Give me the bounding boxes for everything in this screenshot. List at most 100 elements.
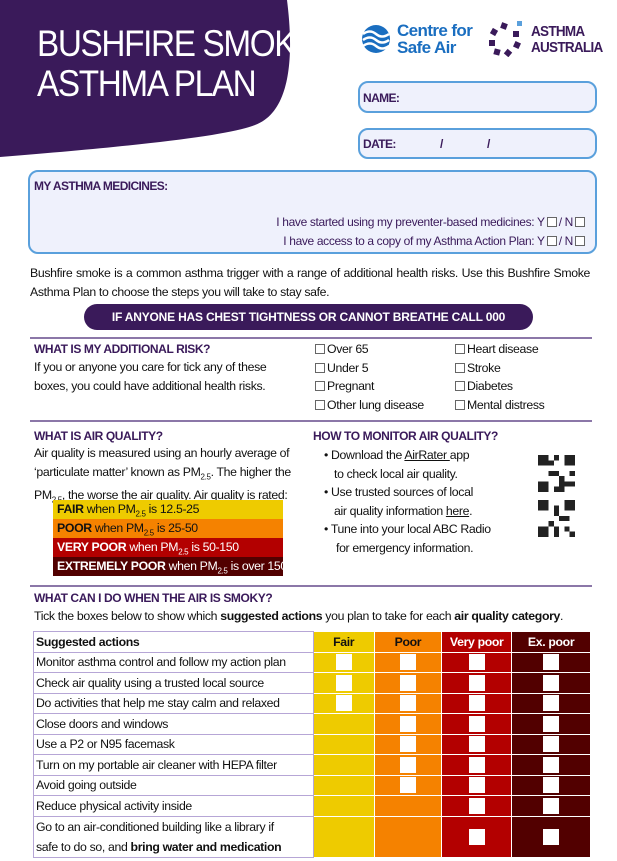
action-checkbox[interactable] xyxy=(399,695,416,712)
bullet-text: to check local air quality. xyxy=(334,466,458,481)
category-cell xyxy=(313,734,375,755)
asthma-australia-logo-icon xyxy=(489,21,522,57)
divider xyxy=(30,585,592,587)
action-checkbox[interactable] xyxy=(543,695,560,712)
monitor-list: • Download the AirRater app to check loc… xyxy=(324,446,491,557)
divider xyxy=(30,420,592,422)
emergency-banner: IF ANYONE HAS CHEST TIGHTNESS OR CANNOT … xyxy=(84,304,533,350)
action-label: Turn on my portable air cleaner with HEP… xyxy=(33,754,314,776)
risk-item[interactable]: Mental distress xyxy=(455,398,545,417)
category-cell xyxy=(511,734,591,755)
band-extremely-poor: EXTREMELY POOR when PM2.5 is over 150 xyxy=(53,557,287,576)
risk-item[interactable]: Heart disease xyxy=(455,342,544,361)
action-checkbox[interactable] xyxy=(543,715,560,732)
category-cell xyxy=(374,713,443,735)
name-field[interactable]: NAME: xyxy=(358,81,597,113)
asthma-australia-logo-text: ASTHMA AUSTRALIA xyxy=(531,23,603,56)
action-checkbox[interactable] xyxy=(543,756,560,773)
category-cell xyxy=(511,693,591,714)
category-cell xyxy=(313,713,375,735)
action-checkbox[interactable] xyxy=(335,654,352,671)
action-checkbox[interactable] xyxy=(335,674,352,691)
qr-code-icon[interactable] xyxy=(538,455,575,492)
name-label: NAME: xyxy=(363,91,400,105)
table-row: Turn on my portable air cleaner with HEP… xyxy=(33,754,591,776)
divider xyxy=(30,337,592,339)
header-actions: Suggested actions xyxy=(33,631,314,653)
action-checkbox[interactable] xyxy=(468,797,485,814)
action-checkbox[interactable] xyxy=(468,695,485,712)
category-cell xyxy=(441,816,513,858)
risk-item[interactable]: Stroke xyxy=(455,361,544,380)
action-checkbox[interactable] xyxy=(399,674,416,691)
action-checkbox[interactable] xyxy=(468,736,485,753)
qr-code-icon[interactable] xyxy=(538,500,575,537)
table-row: Do activities that help me stay calm and… xyxy=(33,692,591,714)
airrater-link[interactable]: AirRater xyxy=(404,448,450,462)
action-checkbox[interactable] xyxy=(399,654,416,671)
category-cell xyxy=(441,795,513,817)
air-quality-text: Air quality is measured using an hourly … xyxy=(34,446,291,505)
action-plan-yes-checkbox[interactable] xyxy=(546,236,557,246)
action-checkbox[interactable] xyxy=(543,736,560,753)
risk-column-1: Over 65 Under 5 Pregnant Other lung dise… xyxy=(315,342,424,416)
action-checkbox[interactable] xyxy=(543,654,560,671)
category-cell xyxy=(441,775,513,796)
risk-item[interactable]: Other lung disease xyxy=(315,398,424,417)
action-checkbox[interactable] xyxy=(399,756,416,773)
action-label: Go to an air-conditioned building like a… xyxy=(33,815,314,858)
action-label: Avoid going outside xyxy=(33,774,314,796)
centre-for-safe-air-logo-icon xyxy=(362,25,390,53)
category-cell xyxy=(374,734,443,755)
category-cell xyxy=(511,754,591,776)
category-cell xyxy=(313,672,375,694)
category-cell xyxy=(313,652,375,673)
table-row: Avoid going outside xyxy=(33,774,591,796)
risk-item[interactable]: Under 5 xyxy=(315,361,424,380)
action-checkbox[interactable] xyxy=(543,674,560,691)
category-cell xyxy=(374,672,443,694)
category-cell xyxy=(374,652,443,673)
category-cell xyxy=(313,754,375,776)
air-quality-heading: WHAT IS AIR QUALITY? xyxy=(34,429,163,443)
action-checkbox[interactable] xyxy=(468,777,485,794)
action-checkbox[interactable] xyxy=(468,674,485,691)
action-checkbox[interactable] xyxy=(543,797,560,814)
category-cell xyxy=(374,775,443,796)
action-checkbox[interactable] xyxy=(468,654,485,671)
smoky-instructions: Tick the boxes below to show which sugge… xyxy=(34,609,564,623)
preventer-no-checkbox[interactable] xyxy=(575,217,585,227)
action-checkbox[interactable] xyxy=(399,715,416,732)
header-fair: Fair xyxy=(313,631,375,653)
preventer-yes-checkbox[interactable] xyxy=(546,217,557,227)
action-plan-no-checkbox[interactable] xyxy=(575,236,585,246)
category-cell xyxy=(374,693,443,714)
here-link[interactable]: here xyxy=(445,503,470,518)
action-checkbox[interactable] xyxy=(543,828,560,845)
risk-item[interactable]: Pregnant xyxy=(315,379,424,398)
action-checkbox[interactable] xyxy=(468,715,485,732)
centre-for-safe-air-logo-text: Centre for Safe Air xyxy=(397,21,473,57)
action-checkbox[interactable] xyxy=(543,777,560,794)
action-checkbox[interactable] xyxy=(399,736,416,753)
date-field[interactable]: DATE: / / xyxy=(358,128,597,159)
medicines-box[interactable]: MY ASTHMA MEDICINES: I have started usin… xyxy=(28,170,597,254)
action-checkbox[interactable] xyxy=(399,777,416,794)
bullet-text: for emergency information. xyxy=(336,540,474,555)
bullet-sources: • Use trusted sources of local xyxy=(324,485,473,499)
category-cell xyxy=(374,795,443,817)
action-checkbox[interactable] xyxy=(468,828,485,845)
risk-item[interactable]: Over 65 xyxy=(315,342,424,361)
action-checkbox[interactable] xyxy=(335,695,352,712)
actions-table: Suggested actions Fair Poor Very poor Ex… xyxy=(33,631,591,858)
category-cell xyxy=(511,672,591,694)
header-very-poor: Very poor xyxy=(441,631,513,653)
risk-item[interactable]: Diabetes xyxy=(455,379,544,398)
category-cell xyxy=(511,795,591,817)
category-cell xyxy=(441,754,513,776)
risk-column-2: Heart disease Stroke Diabetes Mental dis… xyxy=(455,342,545,417)
risk-text: If you or anyone you care for tick any o… xyxy=(34,360,267,393)
table-row: Use a P2 or N95 facemask xyxy=(33,733,591,755)
action-checkbox[interactable] xyxy=(468,756,485,773)
header-background xyxy=(0,0,291,157)
